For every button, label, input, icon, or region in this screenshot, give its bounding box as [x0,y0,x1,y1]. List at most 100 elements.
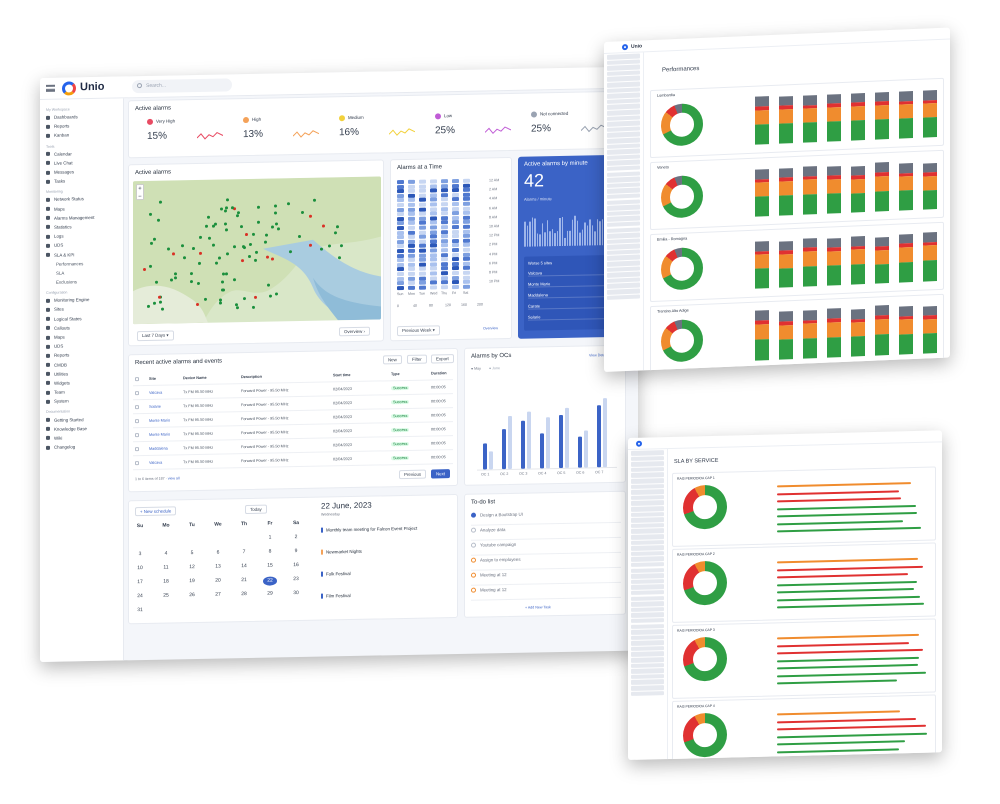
stacked-bar[interactable] [899,91,913,139]
oc-bar[interactable] [527,411,531,469]
todo-checkbox[interactable] [471,542,476,549]
stacked-bar[interactable] [827,237,841,286]
map-pin[interactable] [180,244,184,248]
previous-button[interactable]: Previous [399,469,427,480]
stacked-bar[interactable] [899,163,913,211]
agenda-event[interactable]: Newmarket Nights [321,547,451,555]
map-pin[interactable] [275,292,279,296]
map-pin[interactable] [191,246,195,250]
sla-bar[interactable] [777,580,917,586]
sla-bar[interactable] [777,595,920,601]
map-pin[interactable] [143,267,147,271]
calendar-day[interactable]: 16 [293,562,299,569]
calendar-day[interactable]: 30 [293,590,299,597]
oc-bar[interactable] [559,415,563,469]
sla-bar[interactable] [777,717,917,723]
table-cell[interactable]: Maddalena [149,446,168,451]
map-pin[interactable] [221,280,225,284]
calendar-day[interactable]: 26 [189,592,195,599]
agenda-event[interactable]: Monthly team meeting for Falcon Event Pr… [321,525,451,533]
stacked-bar[interactable] [803,95,817,143]
map-overview-button[interactable]: Overview › [339,326,370,337]
stacked-bar[interactable] [803,310,817,359]
search-input[interactable]: Search... [132,78,232,94]
stacked-bar[interactable] [755,169,769,217]
sla-bar[interactable] [777,565,924,571]
stacked-bar[interactable] [923,162,937,210]
stacked-bar[interactable] [779,167,793,216]
column-header[interactable]: Duration [431,371,447,376]
oc-bar[interactable] [546,417,550,469]
stacked-bar[interactable] [851,236,865,285]
map-pin[interactable] [173,276,177,280]
map-pin[interactable] [148,264,152,268]
stacked-bar[interactable] [851,309,865,357]
row-checkbox[interactable] [135,391,139,396]
map-pin[interactable] [225,198,229,202]
sla-bar[interactable] [777,588,915,594]
sla-bar[interactable] [777,754,921,760]
site-item[interactable]: Solarie [528,312,616,321]
calendar-day[interactable]: 8 [268,548,272,555]
site-item[interactable]: Maddalena [528,290,616,299]
map-pin[interactable] [150,241,154,245]
add-task-button[interactable]: + Add New Task [525,605,551,610]
row-checkbox[interactable] [135,419,139,424]
map-pin[interactable] [242,296,246,300]
new-button[interactable]: New [383,355,402,365]
calendar-day[interactable]: 18 [163,578,169,585]
stacked-bar[interactable] [827,165,841,214]
stacked-bar[interactable] [875,162,889,212]
stacked-bar[interactable] [875,92,889,140]
map-pin[interactable] [297,234,301,238]
filter-button[interactable]: Filter [407,354,427,364]
calendar-day[interactable]: 21 [241,577,247,584]
sla-bar[interactable] [777,747,899,753]
range-button[interactable]: Last 7 Days ▾ [137,330,174,342]
todo-item[interactable]: Design a Bootstrap UI [471,509,621,526]
site-item[interactable]: Carate [528,301,616,310]
map-pin[interactable] [268,294,272,298]
map-pin[interactable] [221,288,225,292]
calendar-day[interactable]: 5 [190,550,194,557]
stacked-bar[interactable] [875,305,889,356]
todo-item[interactable]: Assign to employees [471,554,621,571]
stacked-bar[interactable] [755,241,769,289]
table-cell[interactable]: Monte Mario [149,418,171,423]
map-pin[interactable] [239,224,243,228]
stacked-bar[interactable] [755,310,769,361]
sla-bar[interactable] [777,710,900,716]
calendar-day[interactable]: 11 [163,564,169,571]
oc-bar[interactable] [603,398,607,468]
map-pin[interactable] [219,207,223,211]
map-pin[interactable] [147,304,151,308]
calendar-day[interactable]: 28 [241,591,247,598]
sla-bar[interactable] [777,671,927,677]
oc-bar[interactable] [508,416,512,470]
calendar-day[interactable]: 2 [294,534,298,541]
calendar-day[interactable]: 29 [267,590,273,597]
map-pin[interactable] [273,211,277,215]
site-item[interactable]: Monte Mario [528,279,616,288]
sla-bar[interactable] [777,602,925,609]
stacked-bar[interactable] [755,96,769,145]
oc-bar[interactable] [483,443,487,470]
sla-bar[interactable] [777,740,905,746]
row-checkbox[interactable] [135,447,139,452]
map-pin[interactable] [155,280,159,284]
menu-icon[interactable] [46,84,55,92]
alarm-level[interactable]: High 13% [243,115,329,157]
stacked-bar[interactable] [851,165,865,213]
column-header[interactable]: Type [391,372,400,377]
stacked-bar[interactable] [827,308,841,358]
sidebar-item[interactable]: System [40,396,123,407]
stacked-bar[interactable] [779,240,793,288]
new-schedule-button[interactable]: + New schedule [135,506,177,517]
sidebar-item[interactable]: Exclusions [40,276,123,287]
row-checkbox[interactable] [135,405,139,410]
sla-bar[interactable] [777,732,927,738]
today-button[interactable]: Today [245,504,267,515]
sla-bar[interactable] [777,482,912,488]
map-pin[interactable] [169,278,173,282]
alarm-level[interactable]: Not connected 25% [531,110,617,152]
